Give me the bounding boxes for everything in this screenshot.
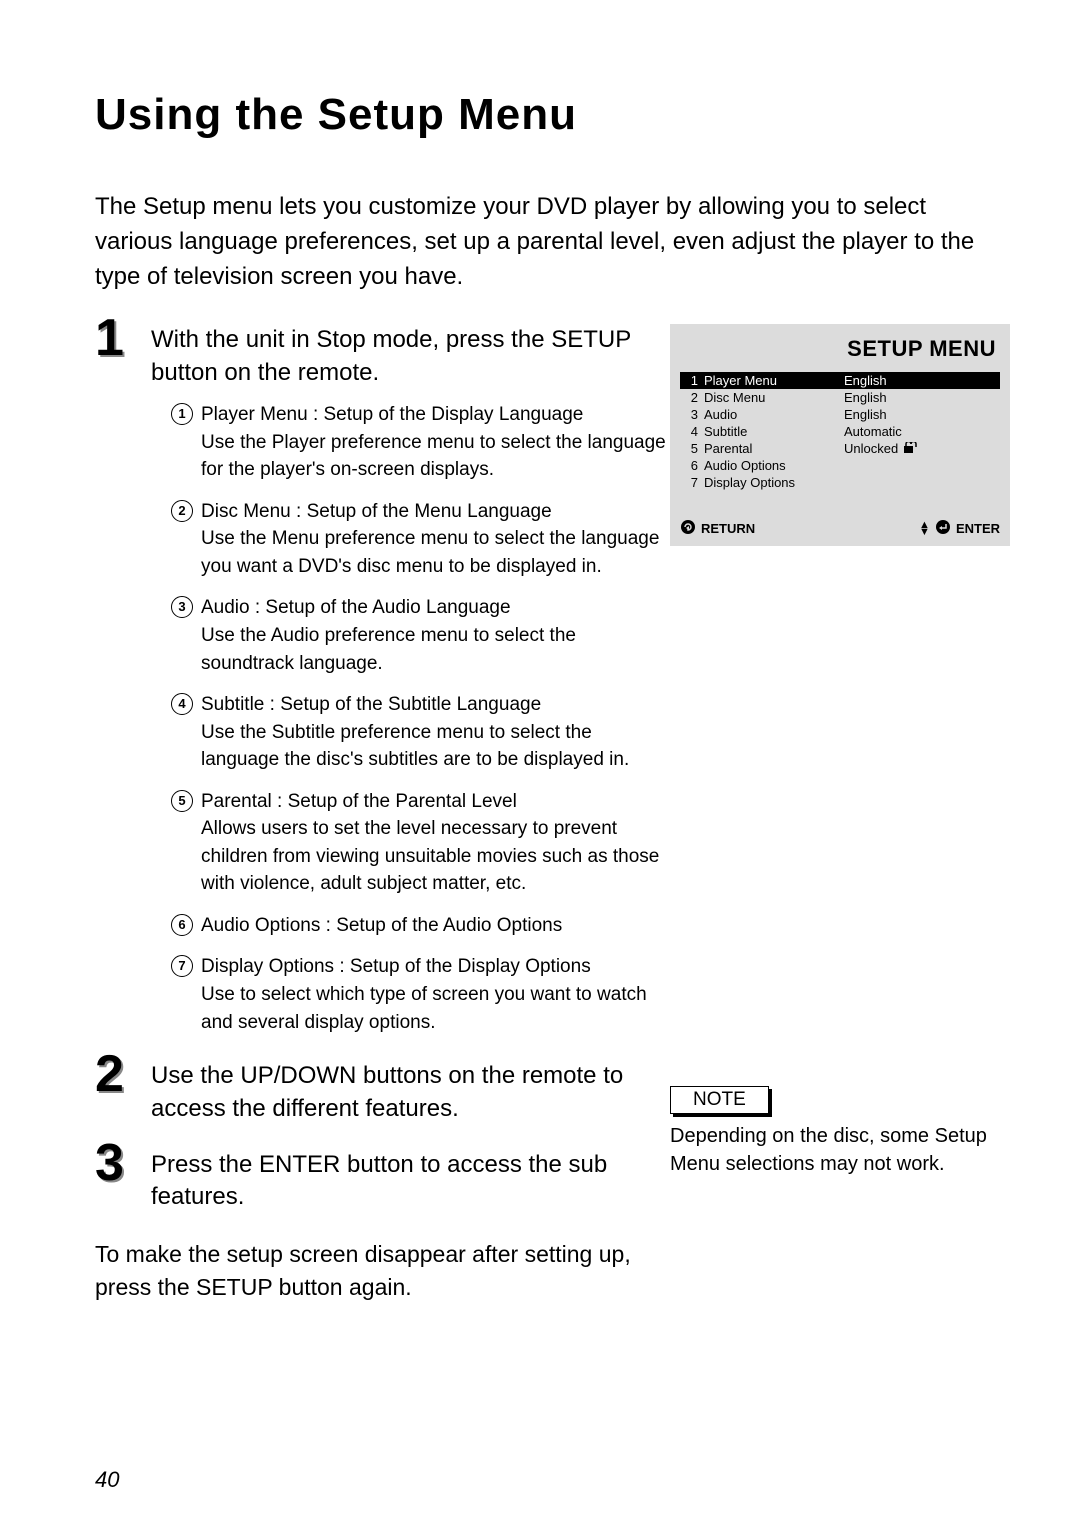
sublist-item: 1 Player Menu : Setup of the Display Lang… xyxy=(171,401,670,484)
step-3-number: 3 3 xyxy=(95,1133,143,1197)
step-1: 1 1 With the unit in Stop mode, press th… xyxy=(95,324,670,1036)
sublist-text: Player Menu : Setup of the Display Langu… xyxy=(201,404,666,480)
sublist-text: Disc Menu : Setup of the Menu Language U… xyxy=(201,501,659,577)
setup-row-label: Display Options xyxy=(704,475,844,490)
page-title: Using the Setup Menu xyxy=(95,90,1010,140)
step-1-sublist: 1 Player Menu : Setup of the Display Lang… xyxy=(151,401,670,1036)
step-3: 3 3 Press the ENTER button to access the… xyxy=(95,1149,670,1214)
sublist-text: Subtitle : Setup of the Subtitle Languag… xyxy=(201,694,629,770)
step-3-heading: Press the ENTER button to access the sub… xyxy=(151,1149,670,1214)
setup-row-value: English xyxy=(844,373,996,388)
lock-icon xyxy=(904,441,918,456)
setup-row-value: English xyxy=(844,390,996,405)
step-2: 2 2 Use the UP/DOWN buttons on the remot… xyxy=(95,1060,670,1125)
setup-menu-row: 2 Disc MenuEnglish xyxy=(680,389,1000,406)
steps-column: 1 1 With the unit in Stop mode, press th… xyxy=(95,324,670,1304)
setup-row-num: 6 xyxy=(684,458,698,473)
sublist-item: 4 Subtitle : Setup of the Subtitle Langua… xyxy=(171,691,670,774)
setup-row-num: 7 xyxy=(684,475,698,490)
note-text: Depending on the disc, some Setup Menu s… xyxy=(670,1122,1010,1178)
enter-hint: ▲▼ ENTER xyxy=(919,519,1000,538)
enter-label: ENTER xyxy=(956,521,1000,536)
setup-row-label: Subtitle xyxy=(704,424,844,439)
setup-menu-row: 6 Audio Options xyxy=(680,457,1000,474)
setup-menu-row: 7 Display Options xyxy=(680,474,1000,491)
setup-menu-row: 3 AudioEnglish xyxy=(680,406,1000,423)
setup-menu-row: 5 ParentalUnlocked xyxy=(680,440,1000,457)
closing-note: To make the setup screen disappear after… xyxy=(95,1238,670,1305)
setup-menu-footer: RETURN ▲▼ ENTER xyxy=(680,519,1000,538)
setup-row-label: Audio Options xyxy=(704,458,844,473)
setup-menu-row: 1 Player MenuEnglish xyxy=(680,372,1000,389)
setup-menu-rows: 1Player MenuEnglish2Disc MenuEnglish3Aud… xyxy=(680,372,1000,491)
setup-row-num: 3 xyxy=(684,407,698,422)
setup-row-label: Player Menu xyxy=(704,373,844,388)
setup-row-label: Disc Menu xyxy=(704,390,844,405)
sublist-item: 6 Audio Options : Setup of the Audio Opti… xyxy=(171,912,670,940)
setup-menu-title: SETUP MENU xyxy=(680,336,1000,362)
manual-page: Using the Setup Menu The Setup menu lets… xyxy=(0,0,1080,1533)
step-1-heading: With the unit in Stop mode, press the SE… xyxy=(151,324,670,389)
sublist-text: Display Options : Setup of the Display O… xyxy=(201,956,647,1032)
intro-paragraph: The Setup menu lets you customize your D… xyxy=(95,190,1010,294)
sublist-bullet: 2 xyxy=(171,500,193,522)
setup-menu-column: SETUP MENU 1Player MenuEnglish2Disc Menu… xyxy=(670,324,1010,1178)
note-box: NOTE xyxy=(670,1086,769,1114)
setup-row-num: 1 xyxy=(684,373,698,388)
setup-row-label: Parental xyxy=(704,441,844,456)
step-2-heading: Use the UP/DOWN buttons on the remote to… xyxy=(151,1060,670,1125)
setup-row-num: 4 xyxy=(684,424,698,439)
page-number: 40 xyxy=(95,1467,119,1493)
sublist-item: 7 Display Options : Setup of the Display … xyxy=(171,953,670,1036)
setup-row-num: 5 xyxy=(684,441,698,456)
sublist-bullet: 7 xyxy=(171,955,193,977)
return-hint: RETURN xyxy=(680,519,755,538)
sublist-bullet: 4 xyxy=(171,693,193,715)
sublist-item: 3 Audio : Setup of the Audio Language Use… xyxy=(171,594,670,677)
sublist-text: Parental : Setup of the Parental Level A… xyxy=(201,791,659,895)
main-content-row: 1 1 With the unit in Stop mode, press th… xyxy=(95,324,1010,1304)
sublist-text: Audio : Setup of the Audio Language Use … xyxy=(201,597,576,673)
return-icon xyxy=(680,519,696,538)
setup-menu-panel: SETUP MENU 1Player MenuEnglish2Disc Menu… xyxy=(670,324,1010,546)
setup-row-value: Automatic xyxy=(844,424,996,439)
setup-row-label: Audio xyxy=(704,407,844,422)
sublist-bullet: 6 xyxy=(171,914,193,936)
enter-icon xyxy=(935,519,951,538)
sublist-item: 5 Parental : Setup of the Parental Level … xyxy=(171,788,670,898)
sublist-bullet: 5 xyxy=(171,790,193,812)
sublist-bullet: 1 xyxy=(171,403,193,425)
note-label: NOTE xyxy=(693,1089,746,1110)
step-2-number: 2 2 xyxy=(95,1044,143,1108)
step-1-number: 1 1 xyxy=(95,308,143,372)
setup-row-num: 2 xyxy=(684,390,698,405)
setup-row-value: Unlocked xyxy=(844,441,996,456)
sublist-item: 2 Disc Menu : Setup of the Menu Language … xyxy=(171,498,670,581)
sublist-text: Audio Options : Setup of the Audio Optio… xyxy=(201,915,562,936)
setup-menu-row: 4 SubtitleAutomatic xyxy=(680,423,1000,440)
sublist-bullet: 3 xyxy=(171,596,193,618)
setup-row-value: English xyxy=(844,407,996,422)
updown-icon: ▲▼ xyxy=(919,522,930,536)
note-section: NOTE Depending on the disc, some Setup M… xyxy=(670,1086,1010,1178)
return-label: RETURN xyxy=(701,521,755,536)
